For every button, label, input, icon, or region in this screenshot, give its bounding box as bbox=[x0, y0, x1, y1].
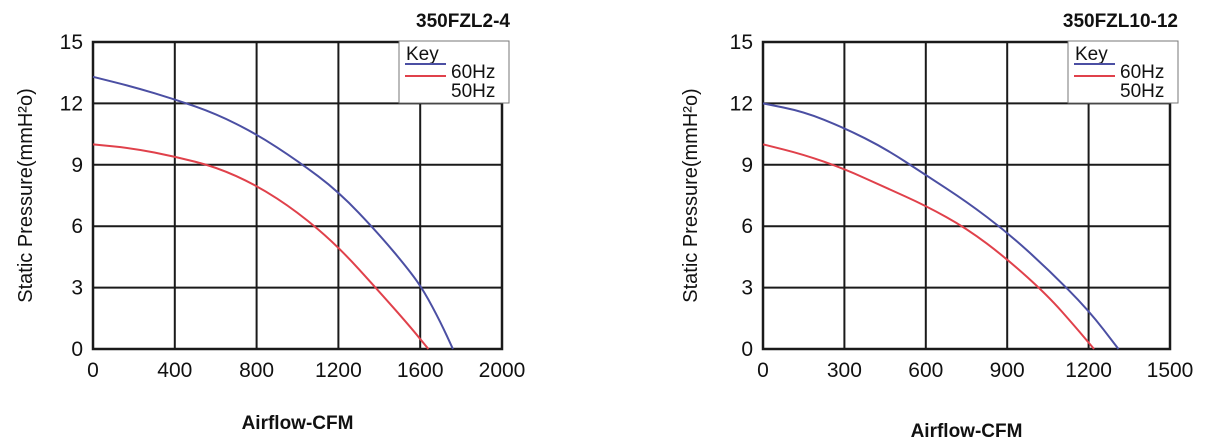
x-axis-label: Airflow-CFM bbox=[911, 421, 1023, 442]
series-line-60hz bbox=[762, 102, 1120, 350]
plot-frame bbox=[91, 40, 504, 351]
legend-label-50hz: 50Hz bbox=[1120, 81, 1164, 102]
legend-title: Key bbox=[406, 44, 439, 65]
x-tick-label: 2000 bbox=[479, 359, 526, 382]
legend-title: Key bbox=[1075, 44, 1108, 65]
x-tick-label: 400 bbox=[157, 359, 192, 382]
series-line-50hz bbox=[762, 143, 1095, 350]
y-tick-label: 3 bbox=[71, 277, 83, 300]
y-tick-label: 6 bbox=[741, 215, 753, 238]
series-line-60hz bbox=[92, 75, 454, 350]
chart-title: 350FZL2-4 bbox=[416, 11, 510, 32]
x-tick-label: 600 bbox=[908, 359, 943, 382]
x-tick-labels: 0 400 800 1200 1600 2000 bbox=[87, 359, 525, 382]
legend: Key 60Hz 50Hz bbox=[1067, 40, 1179, 104]
y-tick-labels: 0 3 6 9 12 15 bbox=[60, 31, 83, 361]
y-tick-label: 0 bbox=[741, 338, 753, 361]
y-tick-label: 15 bbox=[60, 31, 83, 54]
chart-350fzl10-12: Key 60Hz 50Hz 0 300 600 900 1200 1500 0 3 6 9 12 1… bbox=[680, 11, 1193, 442]
legend-label-60hz: 60Hz bbox=[451, 62, 495, 83]
series-layer bbox=[762, 102, 1120, 350]
legend: Key 60Hz 50Hz bbox=[398, 40, 510, 104]
y-tick-label: 15 bbox=[730, 31, 753, 54]
x-tick-label: 0 bbox=[87, 359, 99, 382]
legend-label-60hz: 60Hz bbox=[1120, 62, 1164, 83]
y-tick-label: 12 bbox=[60, 92, 83, 115]
plot-frame bbox=[761, 40, 1172, 351]
x-axis-label: Airflow-CFM bbox=[242, 413, 354, 434]
series-layer bbox=[92, 75, 454, 350]
legend-box bbox=[1067, 40, 1179, 104]
y-tick-label: 0 bbox=[71, 338, 83, 361]
x-tick-label: 1200 bbox=[1065, 359, 1112, 382]
x-tick-label: 300 bbox=[827, 359, 862, 382]
chart-title: 350FZL10-12 bbox=[1063, 11, 1178, 32]
x-tick-label: 800 bbox=[239, 359, 274, 382]
x-tick-label: 1600 bbox=[397, 359, 444, 382]
x-tick-label: 1200 bbox=[315, 359, 362, 382]
y-tick-labels: 0 3 6 9 12 15 bbox=[730, 31, 753, 361]
x-tick-label: 900 bbox=[990, 359, 1025, 382]
y-axis-label: Static Pressure(mmH²o) bbox=[15, 88, 37, 302]
legend-box bbox=[398, 40, 510, 104]
x-tick-label: 0 bbox=[757, 359, 769, 382]
chart-350fzl2-4: Key 60Hz 50Hz 0 400 800 1200 1600 2000 0 3 6 9 12… bbox=[15, 11, 525, 434]
y-tick-label: 12 bbox=[730, 92, 753, 115]
x-tick-label: 1500 bbox=[1147, 359, 1194, 382]
y-tick-label: 9 bbox=[71, 154, 83, 177]
y-tick-label: 6 bbox=[71, 215, 83, 238]
y-tick-label: 9 bbox=[741, 154, 753, 177]
x-tick-labels: 0 300 600 900 1200 1500 bbox=[757, 359, 1193, 382]
legend-label-50hz: 50Hz bbox=[451, 81, 495, 102]
y-tick-label: 3 bbox=[741, 277, 753, 300]
series-line-50hz bbox=[92, 143, 430, 350]
y-axis-label: Static Pressure(mmH²o) bbox=[680, 88, 702, 302]
